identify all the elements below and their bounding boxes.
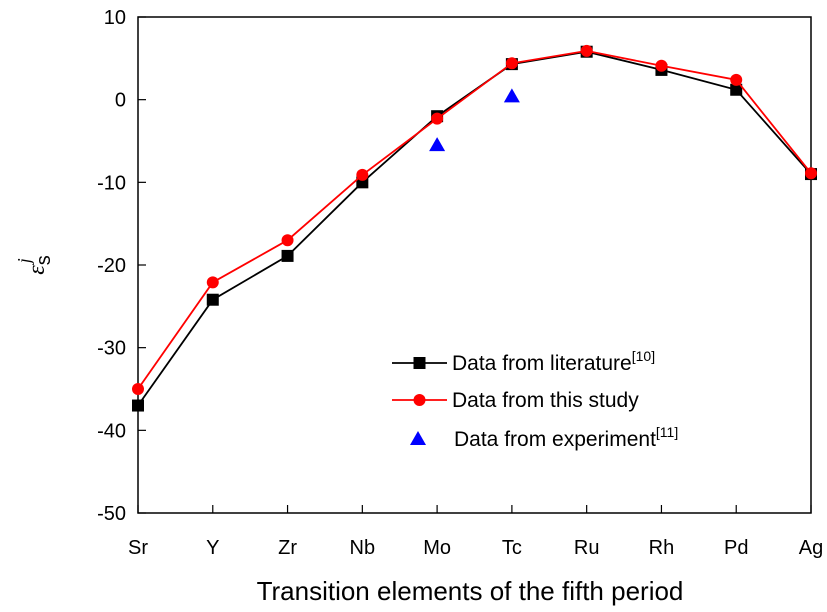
y-axis-label: εsj	[14, 255, 55, 274]
series-line	[137, 49, 812, 390]
data-point	[132, 399, 144, 412]
data-point	[505, 57, 518, 70]
series-layer	[132, 44, 817, 412]
y-tick-label: -20	[97, 255, 126, 277]
y-tick-label: 10	[104, 7, 126, 29]
legend-entry: Data from this study	[452, 389, 639, 412]
y-tick-label: -50	[97, 503, 126, 525]
data-point	[730, 73, 743, 86]
x-tick-label: Ru	[574, 537, 600, 559]
y-tick-label: 0	[115, 90, 126, 112]
data-point	[730, 83, 743, 96]
data-point	[281, 234, 294, 247]
y-tick-label: -30	[97, 338, 126, 360]
data-point	[356, 168, 369, 181]
legend-marker	[413, 394, 426, 406]
series-3	[429, 88, 520, 152]
x-tick-label: Rh	[649, 537, 675, 559]
data-point	[206, 276, 219, 289]
y-axis-label-main: ε	[24, 265, 50, 275]
legend-marker	[413, 357, 426, 369]
legend-marker	[410, 431, 426, 445]
y-tick-label: -40	[97, 420, 126, 442]
x-tick-label: Y	[206, 537, 219, 559]
legend-entry: Data from experiment[11]	[454, 424, 678, 451]
x-tick-label: Mo	[423, 537, 451, 559]
y-axis-label-sup: j	[14, 258, 34, 265]
svg-text:εsj: εsj	[14, 255, 55, 274]
data-point	[281, 249, 294, 262]
data-point	[805, 167, 817, 180]
x-tick-label: Sr	[128, 537, 148, 559]
series-2	[132, 44, 817, 395]
x-tick-label: Nb	[350, 537, 376, 559]
y-axis-label-sub: s	[33, 255, 55, 265]
legend-entry: Data from literature[10]	[452, 348, 655, 375]
y-axis-ticks: 10 0 -10 -20 -30 -40 -50	[97, 7, 146, 525]
x-axis-label: Transition elements of the fifth period	[257, 576, 684, 606]
x-tick-label: Pd	[724, 537, 748, 559]
data-point	[431, 112, 444, 125]
data-point	[503, 88, 520, 103]
y-tick-label: -10	[97, 172, 126, 194]
legend: Data from literature[10] Data from this s…	[392, 348, 678, 451]
data-point	[429, 137, 446, 152]
x-axis-ticks: Sr Y Zr Nb Mo Tc Ru Rh Pd Ag	[128, 505, 823, 559]
data-point	[655, 59, 668, 72]
x-tick-label: Ag	[799, 537, 823, 559]
x-tick-label: Tc	[502, 537, 522, 559]
x-tick-label: Zr	[278, 537, 297, 559]
data-point	[132, 383, 144, 395]
data-point	[580, 44, 593, 57]
data-point	[206, 293, 219, 306]
